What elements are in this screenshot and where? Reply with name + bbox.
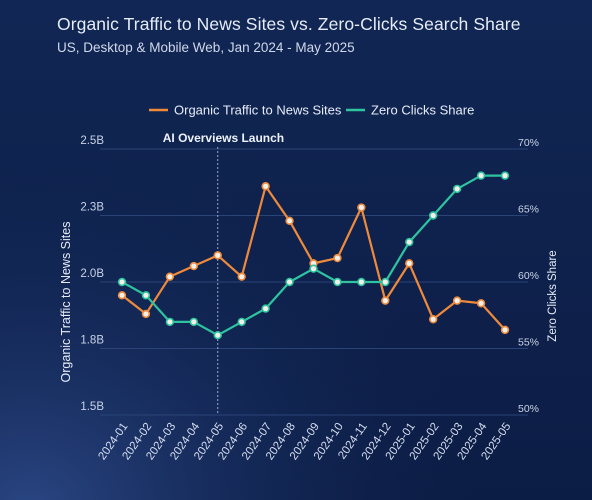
zero-clicks-point: [357, 277, 366, 287]
annotation-layer: AI Overviews Launch: [163, 131, 284, 415]
traffic-point: [500, 325, 510, 335]
traffic-point: [189, 261, 199, 271]
traffic-point: [261, 182, 270, 191]
zero-clicks-point: [476, 171, 486, 180]
traffic-point: [237, 272, 246, 281]
zero-clicks-series-line: [121, 174, 505, 337]
zero-clicks-point: [285, 277, 294, 287]
legend-label: Zero Clicks Share: [371, 103, 474, 118]
traffic-point: [117, 291, 127, 300]
traffic-point: [476, 299, 486, 308]
traffic-point: [141, 309, 151, 319]
zero-clicks-point: [428, 211, 438, 220]
traffic-point: [381, 296, 390, 305]
right-tick-label: 55%: [518, 337, 539, 349]
zero-clicks-point: [261, 304, 270, 313]
left-tick-label: 2.3B: [80, 202, 104, 214]
series-layer: [117, 171, 510, 340]
left-tick-label: 1.8B: [80, 335, 104, 347]
left-axis: 1.5B 1.8B 2.0B 2.3B 2.5B Organic Traffic to N…: [59, 135, 104, 413]
zero-clicks-point: [452, 184, 462, 194]
zero-clicks-point: [165, 317, 175, 327]
right-tick-label: 70%: [518, 137, 539, 149]
zero-clicks-point: [189, 317, 199, 327]
zero-clicks-point: [213, 331, 222, 340]
traffic-series-line: [121, 185, 506, 331]
left-axis-label: Organic Traffic to News Sites: [59, 222, 73, 383]
x-axis: 2024-012024-022024-032024-042024-052024-…: [96, 420, 513, 462]
traffic-point: [428, 315, 438, 324]
zero-clicks-point: [309, 264, 318, 273]
traffic-point: [357, 203, 366, 212]
traffic-point: [213, 251, 222, 260]
left-tick-label: 2.5B: [80, 135, 104, 147]
zero-clicks-point: [237, 317, 246, 327]
traffic-point: [165, 272, 175, 281]
right-tick-label: 60%: [518, 270, 539, 282]
zero-clicks-point: [381, 277, 390, 287]
traffic-point: [405, 259, 414, 268]
legend-item-zero-clicks: Zero Clicks Share: [346, 103, 474, 118]
traffic-point: [333, 253, 342, 263]
right-tick-label: 65%: [518, 204, 539, 216]
legend: Organic Traffic to News Sites Zero Clicks…: [149, 103, 474, 118]
left-tick-label: 2.0B: [80, 268, 104, 280]
zero-clicks-point: [333, 277, 342, 287]
legend-item-traffic: Organic Traffic to News Sites: [149, 103, 342, 118]
legend-label: Organic Traffic to News Sites: [174, 103, 342, 118]
right-tick-label: 50%: [518, 403, 539, 415]
zero-clicks-point: [117, 277, 127, 287]
chart-subtitle: US, Desktop & Mobile Web, Jan 2024 - May…: [57, 40, 355, 55]
right-axis: 50% 55% 60% 65% 70% Zero Clicks Share: [518, 137, 559, 415]
grid-lines: [100, 148, 528, 416]
annotation-label: AI Overviews Launch: [163, 131, 284, 145]
zero-clicks-point: [500, 171, 510, 180]
traffic-point: [452, 296, 462, 305]
chart-title: Organic Traffic to News Sites vs. Zero-C…: [57, 14, 521, 34]
traffic-point: [285, 216, 294, 226]
left-tick-label: 1.5B: [80, 401, 104, 413]
zero-clicks-point: [141, 291, 151, 300]
zero-clicks-point: [405, 237, 414, 247]
right-axis-label: Zero Clicks Share: [547, 250, 559, 341]
